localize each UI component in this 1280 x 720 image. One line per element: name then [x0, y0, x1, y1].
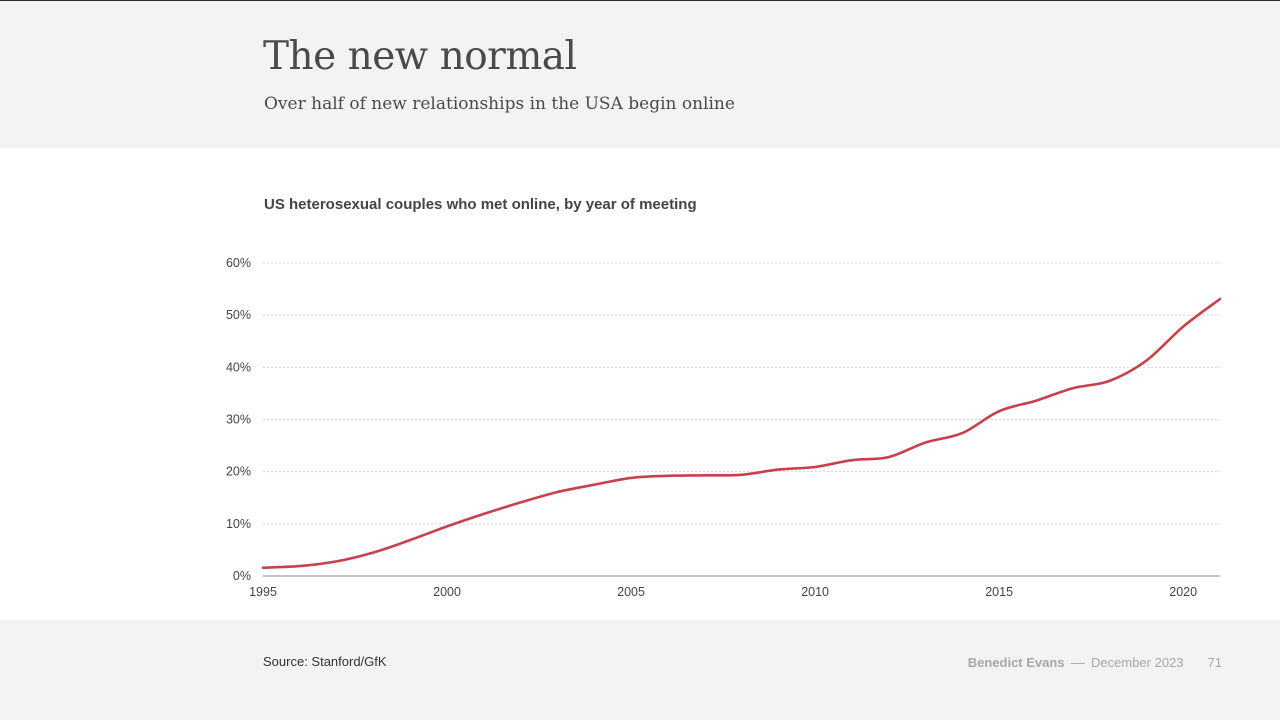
x-tick-label: 2005: [617, 585, 645, 599]
footer-band: [0, 620, 1280, 720]
page-number: 71: [1207, 655, 1222, 670]
source-note: Source: Stanford/GfK: [263, 654, 387, 669]
x-tick-label: 2000: [433, 585, 461, 599]
x-tick-label: 2020: [1169, 585, 1197, 599]
page-subtitle: Over half of new relationships in the US…: [264, 94, 735, 114]
x-tick-label: 2010: [801, 585, 829, 599]
x-tick-label: 2015: [985, 585, 1013, 599]
y-tick-label: 60%: [226, 256, 251, 270]
y-tick-label: 30%: [226, 413, 251, 427]
x-tick-label: 1995: [249, 585, 277, 599]
header-band: [0, 0, 1280, 148]
y-tick-label: 20%: [226, 465, 251, 479]
series-line: [261, 297, 1222, 569]
y-tick-label: 40%: [226, 360, 251, 374]
footer-credits: Benedict Evans –– December 2023 71: [968, 655, 1222, 670]
page-title: The new normal: [263, 34, 577, 79]
author-name: Benedict Evans: [967, 655, 1065, 670]
line-chart: 0% 10% 20% 30% 40% 50% 60% 1995 2000 2005 2010 2015…: [226, 256, 1222, 599]
y-tick-label: 10%: [226, 517, 251, 531]
footer-separator: ––: [1070, 655, 1086, 670]
y-tick-label: 50%: [226, 308, 251, 322]
chart-title: US heterosexual couples who met online, …: [264, 196, 697, 213]
y-tick-label: 0%: [233, 569, 251, 583]
footer-date: December 2023: [1091, 655, 1184, 670]
